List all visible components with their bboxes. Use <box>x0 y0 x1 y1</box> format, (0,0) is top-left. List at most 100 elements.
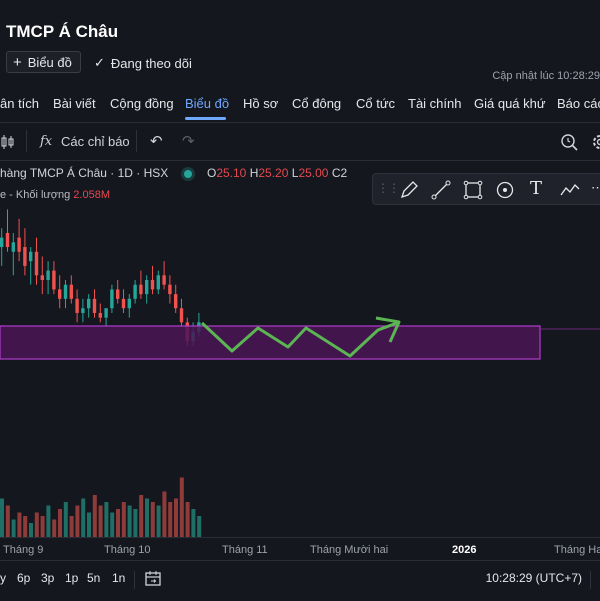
volume-bar <box>157 506 161 538</box>
text-tool-icon[interactable]: T <box>530 178 542 199</box>
volume-bar <box>70 516 74 537</box>
candle <box>174 294 177 308</box>
volume-bar <box>197 516 201 537</box>
gear-icon[interactable] <box>591 133 600 151</box>
redo-icon[interactable]: ↷ <box>182 132 195 150</box>
price-chart[interactable] <box>0 160 600 537</box>
volume-bar <box>139 495 143 537</box>
x-axis: Tháng 9 Tháng 10 Tháng 11 Tháng Mười hai… <box>0 537 600 560</box>
volume-bar <box>99 506 103 538</box>
candle <box>17 238 20 252</box>
candle <box>145 280 148 294</box>
candle <box>180 308 183 322</box>
volume-bars <box>0 478 201 538</box>
pattern-icon[interactable] <box>559 180 581 200</box>
fx-icon: fx <box>40 134 52 149</box>
symbol-name[interactable]: hàng TMCP Á Châu · 1D · HSX <box>0 166 168 180</box>
follow-label: Đang theo dõi <box>111 56 192 71</box>
candle <box>12 242 15 251</box>
bottom-divider <box>134 571 135 589</box>
volume-label: e - Khối lượng <box>0 189 70 201</box>
volume-bar <box>180 478 184 538</box>
volume-bar <box>174 499 178 538</box>
range-5d[interactable]: 5n <box>87 571 100 585</box>
candle <box>87 299 90 308</box>
volume-bar <box>23 516 27 537</box>
chart-toolbar: fx Các chỉ báo ↶ ↷ <box>0 124 600 161</box>
range-6m[interactable]: 6p <box>17 571 30 585</box>
candle <box>133 285 136 299</box>
range-1d[interactable]: 1n <box>112 571 125 585</box>
low-value: 25.00 <box>298 166 328 180</box>
more-icon[interactable]: ⋯ <box>591 180 600 196</box>
close-label: C2 <box>332 166 347 180</box>
volume-bar <box>46 506 50 538</box>
candle <box>122 299 125 308</box>
candle <box>0 238 3 247</box>
x-tick: Tháng 11 <box>222 544 268 556</box>
candle <box>151 280 154 289</box>
nav-bar: ân tích Bài viết Cộng đồng Biểu đồ Hồ sơ… <box>0 88 600 123</box>
tab-analysis[interactable]: ân tích <box>0 96 39 111</box>
tab-dividends[interactable]: Cổ tức <box>356 96 395 111</box>
candle <box>41 275 44 280</box>
candle <box>35 252 38 276</box>
candle <box>52 271 55 290</box>
trend-line-icon[interactable] <box>431 180 451 200</box>
volume-bar <box>93 495 97 537</box>
follow-button[interactable]: ✓ Đang theo dõi <box>94 55 192 71</box>
drag-handle-icon[interactable]: ⋮⋮ <box>377 181 399 195</box>
volume-bar <box>81 499 85 538</box>
tab-financials[interactable]: Tài chính <box>408 96 461 111</box>
candle <box>110 289 113 308</box>
pen-icon[interactable] <box>399 180 419 200</box>
volume-bar <box>17 513 21 538</box>
volume-bar <box>0 499 4 538</box>
volume-bar <box>104 502 108 537</box>
candle <box>116 289 119 298</box>
clock-search-icon[interactable] <box>560 133 578 151</box>
candle <box>46 271 49 280</box>
undo-icon[interactable]: ↶ <box>150 132 163 150</box>
candle <box>139 285 142 294</box>
circle-icon[interactable] <box>495 180 515 200</box>
indicators-button[interactable]: Các chỉ báo <box>61 134 130 149</box>
tab-reports[interactable]: Báo cáo <box>557 96 600 111</box>
chart-button[interactable]: + Biểu đồ <box>6 51 81 73</box>
candle <box>157 275 160 289</box>
chart-button-label: Biểu đồ <box>28 55 72 70</box>
candle <box>70 285 73 299</box>
volume-bar <box>110 513 114 538</box>
tab-community[interactable]: Cộng đồng <box>110 96 174 111</box>
tab-profile[interactable]: Hồ sơ <box>243 96 278 111</box>
volume-bar <box>122 502 126 537</box>
volume-bar <box>186 502 190 537</box>
candle <box>58 289 61 298</box>
open-value: 25.10 <box>216 166 246 180</box>
x-tick: Tháng Hai <box>554 544 600 556</box>
rectangle-icon[interactable] <box>463 180 483 200</box>
candle-type-icon[interactable] <box>0 134 16 150</box>
candle <box>29 252 32 261</box>
volume-bar <box>151 502 155 537</box>
tab-posts[interactable]: Bài viết <box>53 96 96 111</box>
volume-bar <box>87 513 91 538</box>
symbol-legend: hàng TMCP Á Châu · 1D · HSX O25.10 H25.2… <box>0 166 347 180</box>
candle <box>93 299 96 313</box>
tab-price-history[interactable]: Giá quá khứ <box>474 96 546 111</box>
candle <box>104 308 107 317</box>
support-zone[interactable] <box>0 326 540 359</box>
calendar-range-icon[interactable] <box>144 570 162 588</box>
open-label: O <box>207 166 216 180</box>
tab-shareholders[interactable]: Cổ đông <box>292 96 341 111</box>
x-tick: Tháng 9 <box>3 544 43 556</box>
tab-chart[interactable]: Biểu đồ <box>185 96 229 111</box>
range-1y[interactable]: y <box>0 571 6 585</box>
volume-bar <box>75 506 79 538</box>
range-3m[interactable]: 3p <box>41 571 54 585</box>
clock[interactable]: 10:28:29 (UTC+7) <box>486 571 582 585</box>
range-1m[interactable]: 1p <box>65 571 78 585</box>
candle <box>99 313 102 318</box>
page-title: TMCP Á Châu <box>6 22 118 42</box>
candle <box>162 275 165 284</box>
